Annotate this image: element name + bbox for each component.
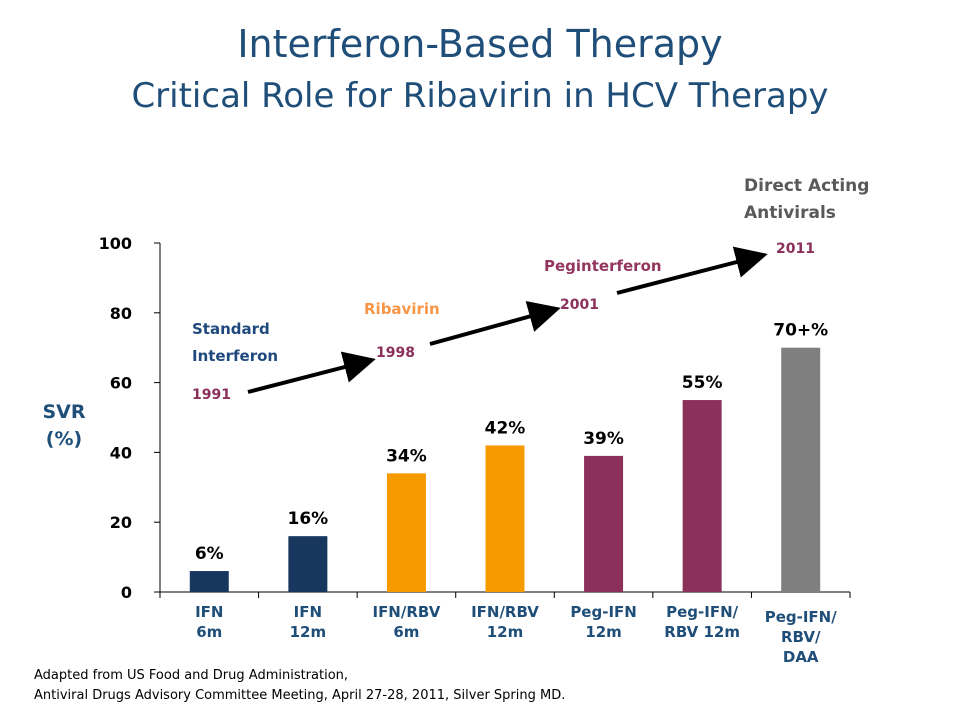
timeline-year: 2001 <box>560 297 599 313</box>
x-category-label: DAA <box>783 648 819 666</box>
y-tick-label: 20 <box>110 513 132 532</box>
x-category-label: IFN/RBV <box>471 603 539 621</box>
x-category-label: 12m <box>585 623 622 641</box>
timeline-label: Direct Acting <box>744 176 869 196</box>
chart-axes: 0 20 40 60 80 100 SVR (%) <box>42 234 851 602</box>
timeline-year: 1991 <box>192 387 231 403</box>
timeline-label: Standard <box>192 320 270 338</box>
timeline-label: Interferon <box>192 347 278 365</box>
bar-value-label: 42% <box>485 418 526 438</box>
y-tick-label: 0 <box>121 583 132 602</box>
x-category-label: IFN/RBV <box>372 603 440 621</box>
chart-labels: 6% IFN 6m 16% IFN 12m 34% IFN/RBV 6m 42% IFN/RBV 12… <box>195 321 837 666</box>
y-tick-label: 100 <box>99 234 132 253</box>
x-category-label: 12m <box>487 623 524 641</box>
source-footnote-line1: Adapted from US Food and Drug Administra… <box>34 668 349 683</box>
bar <box>781 347 821 592</box>
y-axis-label: SVR <box>42 401 85 423</box>
x-category-label: Peg-IFN/ <box>666 603 739 621</box>
timeline-year: 1998 <box>376 345 415 361</box>
bar <box>288 536 328 592</box>
x-category-label: 6m <box>393 623 419 641</box>
x-category-label: Peg-IFN <box>570 603 637 621</box>
timeline-arrow <box>429 300 561 346</box>
timeline-label: Antivirals <box>744 203 836 223</box>
bar-value-label: 55% <box>682 373 723 393</box>
bar <box>485 445 525 592</box>
timeline-label: Ribavirin <box>364 300 440 318</box>
y-tick-label: 80 <box>110 304 132 323</box>
bar-value-label: 39% <box>583 429 624 449</box>
y-tick-label: 60 <box>110 374 132 393</box>
bar-value-label: 34% <box>386 446 427 466</box>
source-footnote-line2: Antiviral Drugs Advisory Committee Meeti… <box>34 688 566 703</box>
timeline-year: 2011 <box>776 241 815 257</box>
timeline-arrow <box>616 246 768 295</box>
timeline-label: Peginterferon <box>544 257 662 275</box>
bar <box>189 571 229 592</box>
timeline-arrow <box>247 351 376 394</box>
y-axis-label: (%) <box>46 428 82 450</box>
x-category-label: 12m <box>290 623 327 641</box>
page-title: Interferon-Based Therapy <box>237 22 723 66</box>
chart-bars <box>189 347 821 592</box>
timeline-annotations: Standard Interferon 1991 Ribavirin 1998 Pegin… <box>192 176 869 403</box>
x-category-label: Peg-IFN/ <box>765 608 838 626</box>
bar <box>584 455 624 592</box>
bar <box>682 400 722 592</box>
x-category-label: 6m <box>196 623 222 641</box>
bar-value-label: 70+% <box>773 321 828 341</box>
x-category-label: RBV/ <box>781 628 821 646</box>
page-subtitle: Critical Role for Ribavirin in HCV Thera… <box>131 76 829 116</box>
x-category-label: IFN <box>195 603 223 621</box>
bar <box>386 473 426 592</box>
bar-value-label: 16% <box>288 509 329 529</box>
bar-value-label: 6% <box>195 544 224 564</box>
y-tick-label: 40 <box>110 443 132 462</box>
x-category-label: IFN <box>294 603 322 621</box>
x-category-label: RBV 12m <box>664 623 740 641</box>
